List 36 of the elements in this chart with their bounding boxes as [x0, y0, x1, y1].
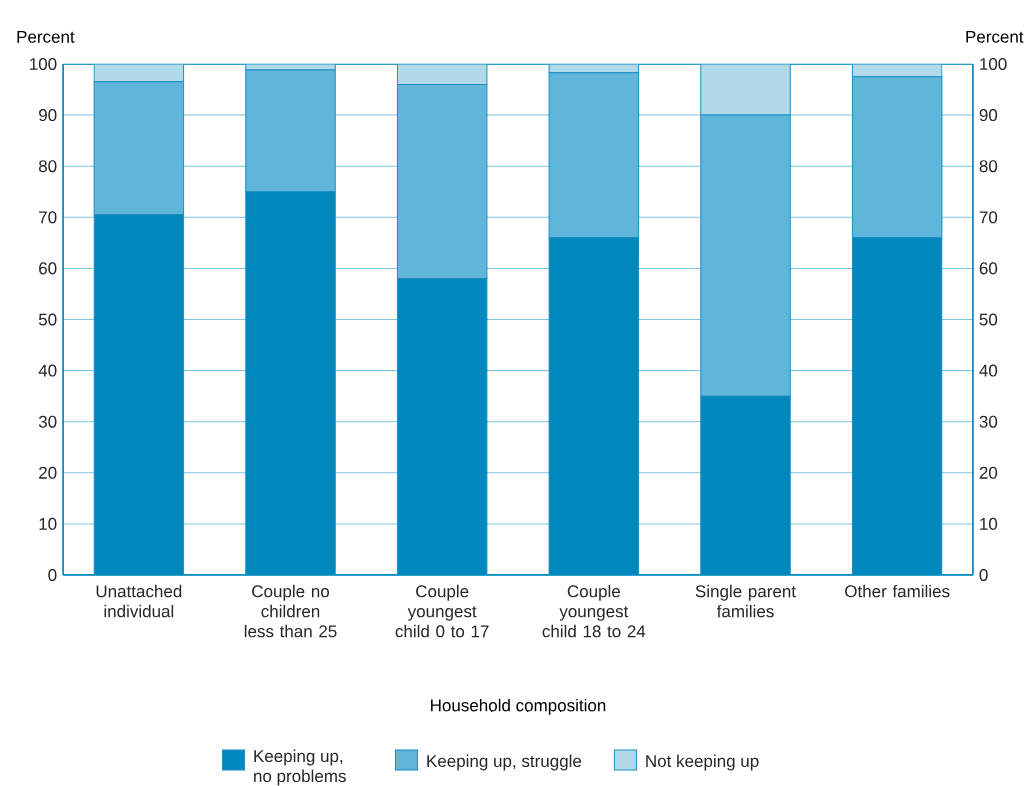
y2-tick-label: 100: [980, 57, 1007, 71]
y-tick-label: 10: [39, 517, 57, 530]
y2-tick-label: 60: [979, 262, 998, 275]
y2-tick-label: 40: [979, 364, 998, 377]
y-tick-label: 50: [38, 313, 57, 326]
y-tick-label: 0: [48, 568, 57, 582]
y-axis-title: Percent: [17, 30, 75, 43]
x-tick-label: Couple youngest child 0 to 17: [395, 584, 489, 638]
y-tick-label: 70: [39, 211, 57, 224]
y-tick-label: 60: [39, 262, 57, 275]
legend-label: Keeping up, struggle: [427, 754, 582, 771]
y2-tick-label: 0: [979, 568, 988, 582]
y2-tick-label: 10: [980, 517, 998, 530]
y2-tick-label: 20: [979, 466, 998, 479]
y2-tick-label: 90: [979, 109, 998, 122]
legend-label: Not keeping up: [646, 754, 759, 771]
y2-tick-label: 80: [979, 160, 998, 173]
x-tick-label: Single parent families: [695, 584, 796, 618]
y2-tick-label: 70: [979, 211, 998, 224]
y-tick-label: 30: [38, 415, 57, 428]
y-tick-label: 90: [39, 109, 57, 122]
x-axis-title: Household composition: [431, 698, 606, 715]
x-tick-label: Other families: [845, 584, 950, 598]
y-tick-label: 40: [38, 364, 57, 377]
y-tick-label: 100: [30, 57, 57, 71]
x-tick-label: Couple no children less than 25: [244, 584, 337, 638]
y2-tick-label: 50: [979, 313, 998, 326]
x-tick-label: Couple youngest child 18 to 24: [542, 584, 646, 638]
y2-axis-title: Percent: [966, 30, 1024, 43]
y-tick-label: 20: [39, 466, 57, 479]
bar: [396, 63, 488, 85]
x-tick-label: Unattached individual: [96, 584, 182, 618]
legend-label: Keeping up, no problems: [254, 749, 346, 786]
bar: [700, 63, 791, 116]
y-tick-label: 80: [38, 160, 57, 173]
y2-tick-label: 30: [979, 415, 998, 428]
